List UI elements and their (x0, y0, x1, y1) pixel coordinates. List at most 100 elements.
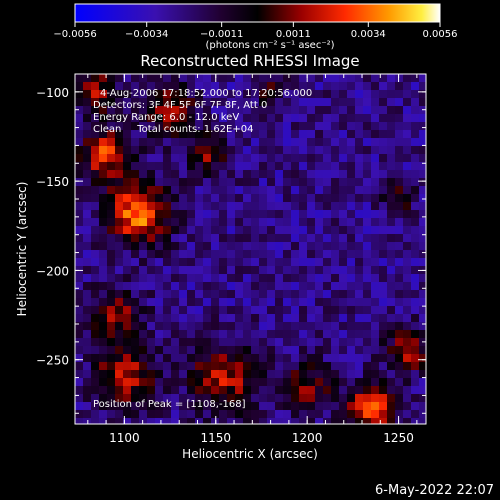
heatmap-cell (347, 394, 355, 402)
heatmap-cell (227, 290, 235, 298)
heatmap-cell (267, 114, 275, 122)
heatmap-cell (155, 282, 163, 290)
heatmap-cell (387, 330, 395, 338)
heatmap-cell (299, 354, 307, 362)
heatmap-cell (115, 178, 123, 186)
heatmap-cell (219, 306, 227, 314)
heatmap-cell (307, 298, 315, 306)
heatmap-cell (187, 226, 195, 234)
heatmap-cell (107, 274, 115, 282)
heatmap-cell (155, 178, 163, 186)
heatmap-cell (115, 394, 123, 402)
heatmap-cell (339, 162, 347, 170)
heatmap-cell (243, 362, 251, 370)
heatmap-cell (171, 410, 179, 418)
heatmap-cell (339, 234, 347, 242)
heatmap-cell (131, 290, 139, 298)
heatmap-cell (355, 394, 363, 402)
heatmap-cell (139, 146, 147, 154)
heatmap-cell (155, 186, 163, 194)
heatmap-cell (379, 402, 387, 410)
heatmap-cell (131, 210, 139, 218)
heatmap-cell (115, 138, 123, 146)
heatmap-cell (211, 378, 219, 386)
heatmap-cell (235, 338, 243, 346)
heatmap-cell (107, 338, 115, 346)
heatmap-cell (411, 250, 419, 258)
heatmap-cell (403, 210, 411, 218)
heatmap-cell (179, 282, 187, 290)
heatmap-cell (211, 178, 219, 186)
heatmap-cell (131, 226, 139, 234)
heatmap-cell (371, 74, 379, 82)
heatmap-cell (419, 90, 426, 98)
heatmap-cell (299, 98, 307, 106)
heatmap-cell (307, 330, 315, 338)
heatmap-cell (315, 282, 323, 290)
heatmap-cell (403, 170, 411, 178)
heatmap-cell (419, 354, 426, 362)
heatmap-cell (139, 346, 147, 354)
heatmap-cell (227, 170, 235, 178)
heatmap-cell (267, 378, 275, 386)
heatmap-cell (299, 346, 307, 354)
heatmap-cell (187, 130, 195, 138)
heatmap-cell (267, 258, 275, 266)
heatmap-cell (243, 106, 251, 114)
heatmap-cell (147, 266, 155, 274)
heatmap-cell (403, 378, 411, 386)
heatmap-cell (395, 258, 403, 266)
heatmap-cell (139, 130, 147, 138)
heatmap-cell (139, 90, 147, 98)
heatmap-cell (155, 90, 163, 98)
heatmap-cell (323, 98, 331, 106)
heatmap-cell (235, 298, 243, 306)
heatmap-cell (339, 226, 347, 234)
heatmap-cell (195, 234, 203, 242)
heatmap-cell (419, 274, 426, 282)
annotation-method-counts: Clean Total counts: 1.62E+04 (93, 124, 253, 135)
heatmap-cell (195, 250, 203, 258)
heatmap-cell (283, 178, 291, 186)
heatmap-cell (355, 130, 363, 138)
heatmap-cell (267, 170, 275, 178)
heatmap-cell (291, 202, 299, 210)
heatmap-cell (275, 194, 283, 202)
heatmap-cell (219, 346, 227, 354)
heatmap-cell (339, 138, 347, 146)
heatmap-cell (371, 146, 379, 154)
heatmap-cell (411, 202, 419, 210)
heatmap-cell (171, 202, 179, 210)
heatmap-cell (195, 226, 203, 234)
heatmap-cell (195, 322, 203, 330)
heatmap-cell (411, 122, 419, 130)
heatmap-cell (123, 234, 131, 242)
heatmap-cell (179, 418, 187, 424)
heatmap-cell (219, 338, 227, 346)
heatmap-cell (379, 354, 387, 362)
heatmap-cell (259, 258, 267, 266)
heatmap-cell (99, 298, 107, 306)
heatmap-cell (259, 242, 267, 250)
heatmap-cell (99, 234, 107, 242)
heatmap-cell (259, 170, 267, 178)
heatmap-cell (339, 258, 347, 266)
heatmap-cell (419, 418, 426, 424)
heatmap-cell (347, 290, 355, 298)
heatmap-cell (83, 170, 91, 178)
heatmap-cell (267, 354, 275, 362)
heatmap-cell (251, 266, 259, 274)
heatmap-cell (155, 130, 163, 138)
heatmap-cell (403, 258, 411, 266)
heatmap-cell (395, 90, 403, 98)
heatmap-cell (299, 146, 307, 154)
heatmap-cell (323, 266, 331, 274)
heatmap-cell (387, 178, 395, 186)
heatmap-cell (347, 274, 355, 282)
heatmap-cell (99, 242, 107, 250)
heatmap-cell (339, 386, 347, 394)
heatmap-cell (91, 154, 99, 162)
heatmap-cell (123, 210, 131, 218)
heatmap-cell (203, 82, 211, 90)
heatmap-cell (379, 322, 387, 330)
